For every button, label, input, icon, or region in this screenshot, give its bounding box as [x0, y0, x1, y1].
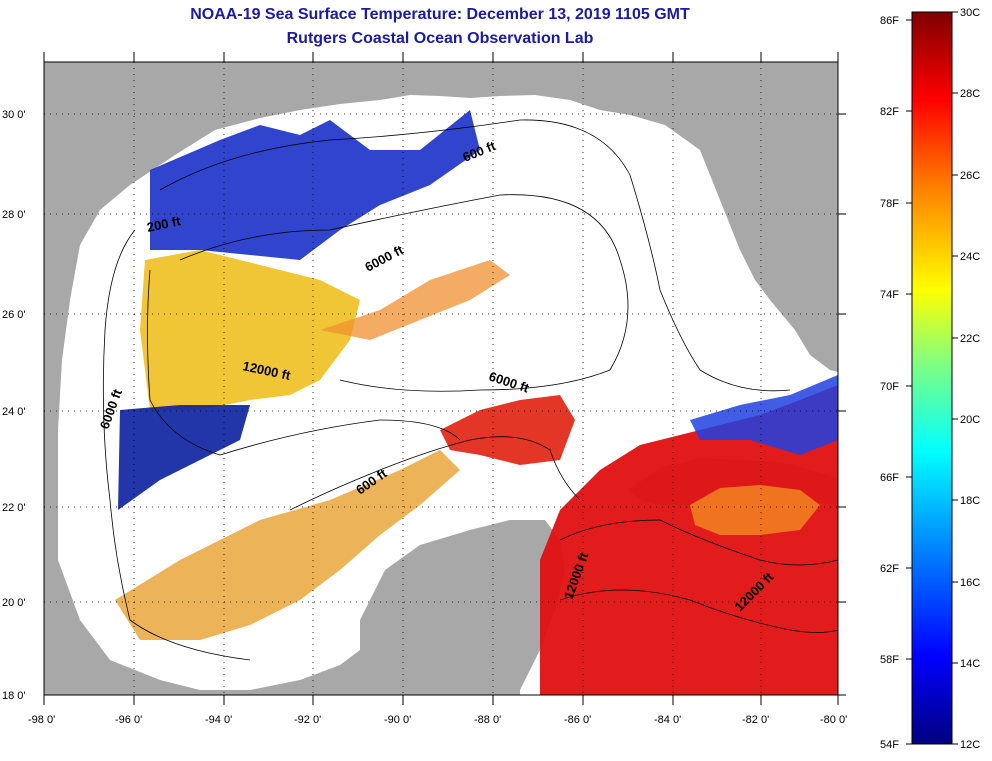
lat-tick-label: 30 0'	[2, 109, 26, 121]
colorbar-f-label: 54F	[880, 739, 899, 751]
sst-swath-southwest-blue	[118, 405, 250, 510]
lon-tick-label: -98 0'	[28, 714, 55, 726]
sst-swath-south-band	[115, 450, 460, 640]
colorbar-c-label: 12C	[960, 739, 980, 751]
colorbar-f-label: 66F	[880, 472, 899, 484]
lon-tick-label: -84 0'	[654, 714, 681, 726]
colorbar-c-label: 16C	[960, 577, 980, 589]
lon-tick-label: -82 0'	[742, 714, 769, 726]
lon-tick-label: -88 0'	[474, 714, 501, 726]
lat-tick-label: 24 0'	[2, 406, 26, 418]
sst-swath-cuba-north-blue	[690, 375, 838, 455]
lon-tick-label: -94 0'	[205, 714, 232, 726]
yucatan-land	[360, 520, 565, 695]
lon-tick-label: -90 0'	[384, 714, 411, 726]
colorbar-c-label: 20C	[960, 414, 980, 426]
colorbar-c-label: 14C	[960, 658, 980, 670]
colorbar-f-label: 86F	[880, 15, 899, 27]
lon-tick-label: -96 0'	[115, 714, 142, 726]
florida-land	[610, 62, 838, 350]
colorbar-c-label: 28C	[960, 88, 980, 100]
graticule	[44, 62, 838, 695]
lon-tick-label: -92 0'	[294, 714, 321, 726]
mexico-land	[44, 420, 360, 695]
colorbar-f-label: 70F	[880, 381, 899, 393]
contour-label: 200 ft	[146, 213, 183, 235]
frame-ticks	[43, 52, 846, 705]
lat-tick-label: 26 0'	[2, 309, 26, 321]
map-subtitle: Rutgers Coastal Ocean Observation Lab	[286, 30, 594, 47]
colorbar-c-label: 26C	[960, 170, 980, 182]
sst-cuba-orange-patch	[690, 485, 820, 535]
lat-tick-label: 18 0'	[2, 690, 26, 702]
colorbar-f-label: 74F	[880, 289, 899, 301]
colorbar-f-label: 58F	[880, 654, 899, 666]
lat-tick-label: 28 0'	[2, 209, 26, 221]
colorbar-f-label: 78F	[880, 198, 899, 210]
colorbar-c-label: 22C	[960, 333, 980, 345]
map-border	[43, 61, 839, 696]
colorbar-c-label: 18C	[960, 495, 980, 507]
sst-swath-west-yellow	[140, 250, 360, 410]
colorbar-ticks	[906, 11, 958, 745]
sst-swath-central-orange	[320, 260, 510, 340]
depth-contours	[102, 119, 838, 661]
lat-tick-label: 20 0'	[2, 597, 26, 609]
sst-swath-north-blue	[150, 110, 480, 260]
sst-swath-yucatan-channel-red	[440, 395, 575, 465]
colorbar-c-label: 24C	[960, 251, 980, 263]
map-title: NOAA-19 Sea Surface Temperature: Decembe…	[190, 6, 690, 23]
sst-swath-caribbean-red	[540, 385, 838, 695]
lon-tick-label: -86 0'	[564, 714, 591, 726]
colorbar-c-label: 30C	[960, 7, 980, 19]
lat-tick-label: 22 0'	[2, 502, 26, 514]
lon-tick-label: -80 0'	[820, 714, 847, 726]
colorbar-f-label: 62F	[880, 563, 899, 575]
colorbar-f-label: 82F	[880, 106, 899, 118]
colorbar	[911, 11, 953, 745]
